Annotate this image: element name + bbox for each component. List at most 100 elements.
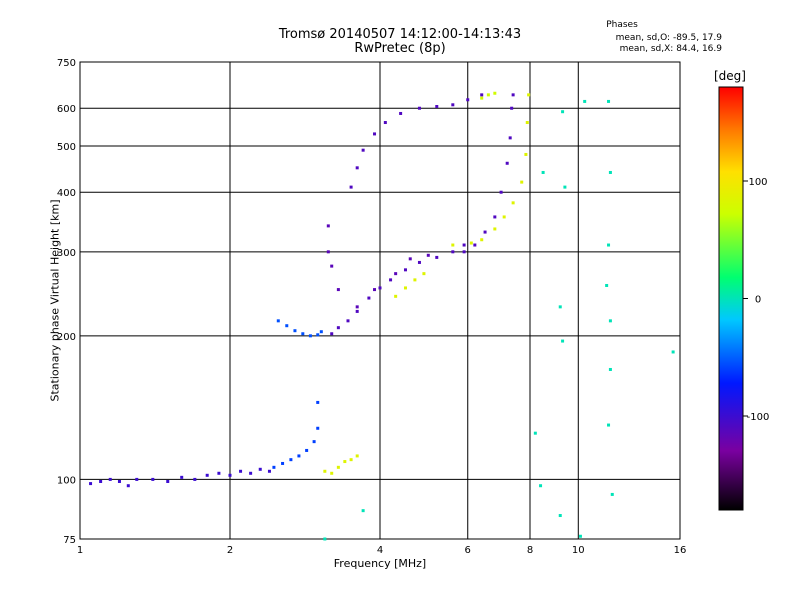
data-point — [399, 111, 403, 115]
y-tick-label: 500 — [57, 142, 76, 153]
y-tick-label: 750 — [57, 58, 76, 69]
data-point — [361, 148, 365, 152]
data-point — [499, 190, 503, 194]
chart-title-line2: RwPretec (8p) — [354, 41, 446, 56]
data-point — [108, 477, 112, 481]
x-tick-label: 1 — [77, 545, 83, 556]
colorbar-tick-label: 0 — [755, 295, 761, 306]
data-point — [541, 170, 545, 174]
x-tick-label: 2 — [227, 545, 233, 556]
data-point — [417, 260, 421, 264]
x-axis-label: Frequency [MHz] — [333, 557, 427, 570]
data-point — [525, 121, 529, 125]
data-point — [473, 243, 477, 247]
data-point — [413, 278, 417, 282]
data-point — [361, 509, 365, 513]
data-point — [511, 93, 515, 97]
data-point — [126, 484, 130, 488]
data-point — [205, 473, 209, 477]
data-point — [378, 286, 382, 290]
series-f2-o-trace — [462, 93, 515, 254]
data-point — [151, 477, 155, 481]
x-tick-label: 4 — [377, 545, 383, 556]
data-point — [180, 475, 184, 479]
data-point — [301, 332, 305, 336]
data-point — [520, 180, 524, 184]
data-point — [336, 326, 340, 330]
data-point — [607, 243, 611, 247]
data-point — [539, 484, 543, 488]
phases-x-stats: mean, sd,X: 84.4, 16.9 — [619, 44, 722, 54]
data-point — [524, 152, 528, 156]
data-point — [316, 333, 320, 337]
tick-labels-layer: 1 2 4 6 8 10 16 75 100 200 300 400 500 600 750 — [57, 58, 686, 556]
series-f2-x-trace — [394, 93, 531, 298]
data-point — [343, 460, 347, 464]
data-point — [389, 278, 393, 282]
data-point — [217, 471, 221, 475]
data-point — [558, 514, 562, 518]
data-point — [355, 305, 359, 309]
data-point — [493, 227, 497, 231]
data-point — [336, 288, 340, 292]
data-point — [323, 469, 327, 473]
x-tick-label: 6 — [465, 545, 471, 556]
data-point — [349, 185, 353, 189]
data-point — [308, 334, 312, 338]
data-point — [483, 230, 487, 234]
data-point — [605, 283, 609, 287]
data-point — [608, 170, 612, 174]
data-point — [394, 272, 398, 276]
data-point — [608, 367, 612, 371]
data-point — [249, 471, 253, 475]
data-point — [422, 272, 426, 276]
colorbar-tick-label: -100 — [747, 412, 770, 423]
data-point — [486, 93, 490, 97]
data-point — [355, 166, 359, 170]
data-point — [561, 339, 565, 343]
data-point — [281, 461, 285, 465]
data-point — [511, 201, 515, 205]
data-point — [403, 286, 407, 290]
data-point — [610, 492, 614, 496]
data-point — [166, 479, 170, 483]
data-point — [373, 132, 377, 136]
data-point — [239, 469, 243, 473]
data-point — [583, 99, 587, 103]
data-point — [272, 465, 276, 469]
data-point — [435, 105, 439, 109]
data-point — [355, 309, 359, 313]
y-tick-label: 100 — [57, 475, 76, 486]
data-point — [462, 243, 466, 247]
data-point — [480, 93, 484, 97]
data-point — [285, 324, 289, 328]
series-noise — [323, 99, 675, 541]
data-point — [671, 350, 675, 354]
data-point — [267, 469, 271, 473]
grid-layer — [80, 62, 680, 539]
data-point — [316, 400, 320, 404]
data-point — [228, 473, 232, 477]
series-f2-echo-upper — [480, 91, 497, 100]
data-point — [330, 332, 334, 336]
data-point — [117, 479, 121, 483]
data-point — [349, 458, 353, 462]
data-point — [135, 477, 139, 481]
data-point — [336, 465, 340, 469]
series-f1-cusp — [276, 319, 323, 338]
data-point — [466, 98, 470, 102]
data-point — [373, 288, 377, 292]
data-point — [346, 319, 350, 323]
data-point — [305, 448, 309, 452]
y-tick-label: 600 — [57, 104, 76, 115]
x-tick-label: 8 — [527, 545, 533, 556]
data-point — [451, 250, 455, 254]
series-f1-upper-branch — [326, 224, 430, 309]
colorbar — [718, 86, 744, 511]
y-tick-label: 200 — [57, 332, 76, 343]
data-point — [316, 426, 320, 430]
data-point — [480, 238, 484, 242]
y-tick-label: 300 — [57, 248, 76, 259]
data-point — [383, 121, 387, 125]
data-point — [312, 440, 316, 444]
